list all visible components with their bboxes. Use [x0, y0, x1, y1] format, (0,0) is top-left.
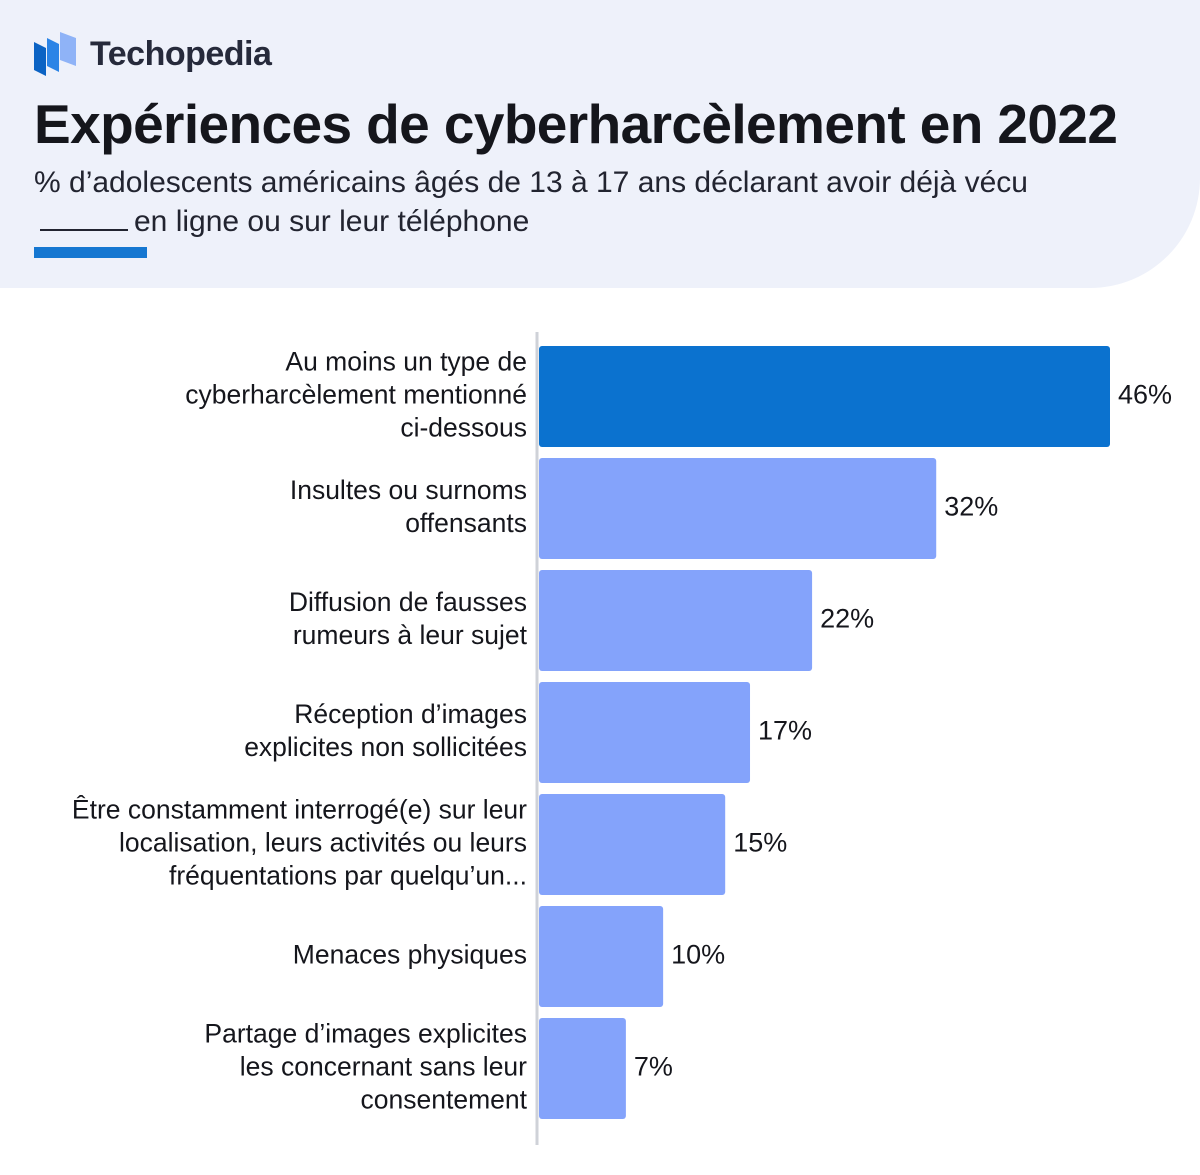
value-label-1: 46%: [1118, 380, 1172, 410]
bar-3[interactable]: [539, 570, 813, 671]
page-title: Expériences de cyberharcèlement en 2022: [34, 93, 1118, 155]
category-label-5: Être constamment interrogé(e) sur leur lo…: [72, 795, 527, 891]
category-label-line: Partage d’images explicites: [204, 1019, 527, 1049]
category-label-line: rumeurs à leur sujet: [293, 620, 528, 650]
bar-2[interactable]: [539, 458, 937, 559]
brand-logo[interactable]: Techopedia: [34, 32, 272, 76]
category-label-7: Partage d’images explicites les concernan…: [204, 1019, 527, 1115]
accent-bar: [34, 247, 147, 258]
category-label-line: Être constamment interrogé(e) sur leur: [72, 795, 527, 825]
bar-4[interactable]: [539, 682, 751, 783]
category-label-line: offensants: [405, 508, 527, 538]
category-label-line: Réception d’images: [294, 699, 527, 729]
category-label-line: Diffusion de fausses: [289, 587, 527, 617]
category-label-line: les concernant sans leur: [240, 1052, 527, 1082]
page-subtitle: % d’adolescents américains âgés de 13 à …: [34, 163, 1124, 241]
value-label-3: 22%: [820, 604, 874, 634]
category-label-2: Insultes ou surnoms offensants: [290, 475, 527, 538]
header-panel: Techopedia Expériences de cyberharcèleme…: [0, 0, 1200, 288]
category-label-line: cyberharcèlement mentionné: [185, 380, 527, 410]
bar-6[interactable]: [539, 906, 664, 1007]
fill-in-blank: [40, 229, 128, 231]
value-label-5: 15%: [733, 828, 787, 858]
value-label-4: 17%: [758, 716, 812, 746]
category-label-line: Insultes ou surnoms: [290, 475, 527, 505]
value-label-7: 7%: [634, 1052, 673, 1082]
category-label-line: Au moins un type de: [285, 347, 527, 377]
bar-chart: 46% Au moins un type de cyberharcèlement m…: [72, 332, 1172, 1145]
category-label-line: explicites non sollicitées: [244, 732, 527, 762]
category-label-6: Menaces physiques: [293, 940, 527, 970]
subtitle-part-1: % d’adolescents américains âgés de 13 à …: [34, 166, 1028, 199]
category-label-line: ci-dessous: [400, 413, 527, 443]
category-label-line: consentement: [361, 1085, 528, 1115]
bar-7[interactable]: [539, 1018, 626, 1119]
subtitle-part-2: en ligne ou sur leur téléphone: [134, 205, 530, 238]
brand-name: Techopedia: [90, 34, 272, 73]
value-label-6: 10%: [671, 940, 725, 970]
category-label-line: fréquentations par quelqu’un...: [169, 861, 527, 891]
category-label-3: Diffusion de fausses rumeurs à leur sujet: [289, 587, 528, 650]
value-label-2: 32%: [944, 492, 998, 522]
bar-1[interactable]: [539, 346, 1110, 447]
category-label-1: Au moins un type de cyberharcèlement ment…: [185, 347, 527, 443]
bar-5[interactable]: [539, 794, 726, 895]
category-label-line: localisation, leurs activités ou leurs: [119, 828, 527, 858]
stacked-pages-icon: [34, 32, 76, 76]
category-label-4: Réception d’images explicites non sollici…: [244, 699, 527, 762]
category-label-line: Menaces physiques: [293, 940, 527, 970]
